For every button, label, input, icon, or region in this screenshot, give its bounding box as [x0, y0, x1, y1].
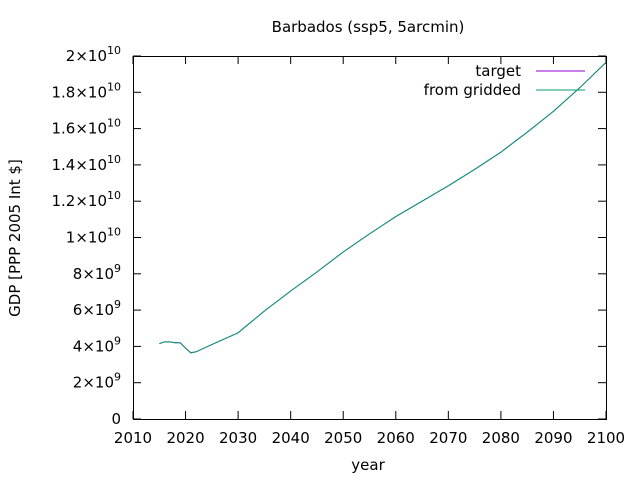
x-tick-label: 2070 [429, 429, 467, 447]
x-tick-label: 2060 [377, 429, 415, 447]
axis-ticks [132, 55, 607, 420]
y-tick-label: 2×109 [73, 371, 121, 392]
y-tick-label: 1.6×1010 [51, 117, 121, 138]
x-tick-labels: 2010 2020 2030 2040 2050 2060 2070 2080 2090 2100 [114, 429, 625, 447]
legend: target from gridded [424, 62, 585, 99]
y-tick-label: 1.2×1010 [51, 189, 121, 210]
x-axis-label: year [351, 456, 385, 474]
y-axis-label: GDP [PPP 2005 Int $] [6, 159, 24, 317]
y-tick-label: 8×109 [73, 262, 121, 283]
series-lines [159, 62, 607, 354]
y-tick-label: 1×1010 [66, 226, 121, 247]
y-tick-label: 2×1010 [66, 44, 121, 65]
y-tick-label: 1.4×1010 [51, 153, 121, 174]
legend-label-from-gridded: from gridded [424, 81, 521, 99]
x-tick-label: 2050 [324, 429, 362, 447]
x-tick-label: 2090 [534, 429, 572, 447]
series-line-from-gridded [159, 62, 607, 354]
y-tick-label: 6×109 [73, 298, 121, 319]
y-tick-label: 0 [111, 410, 121, 428]
y-tick-labels: 0 2×109 4×109 6×109 8×109 1×1010 1.2×1010 1.4×1… [51, 44, 121, 428]
x-tick-label: 2100 [587, 429, 625, 447]
chart-title: Barbados (ssp5, 5arcmin) [272, 18, 465, 36]
x-tick-label: 2080 [482, 429, 520, 447]
x-tick-label: 2030 [219, 429, 257, 447]
x-tick-label: 2010 [114, 429, 152, 447]
y-tick-label: 1.8×1010 [51, 80, 121, 101]
x-tick-label: 2040 [272, 429, 310, 447]
x-tick-label: 2020 [166, 429, 204, 447]
series-line-target [159, 62, 607, 354]
plot-frame [133, 56, 607, 420]
y-tick-label: 4×109 [73, 334, 121, 355]
legend-label-target: target [475, 62, 521, 80]
